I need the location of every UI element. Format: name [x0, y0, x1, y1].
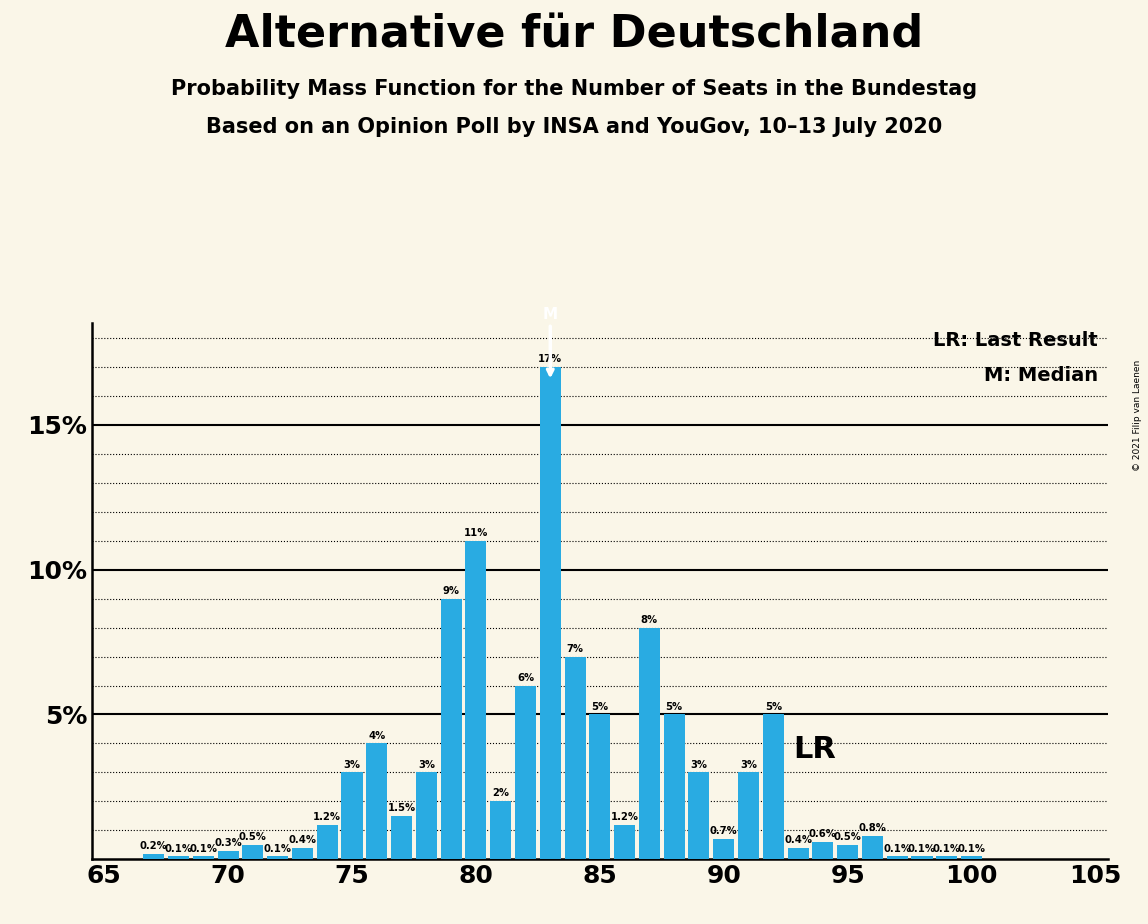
Text: 0.7%: 0.7% [709, 826, 738, 836]
Text: 0.1%: 0.1% [932, 844, 961, 854]
Text: 9%: 9% [443, 586, 459, 596]
Text: 0.5%: 0.5% [239, 832, 266, 842]
Bar [465, 541, 487, 859]
Bar [664, 714, 684, 859]
Bar [713, 839, 735, 859]
Text: 11%: 11% [464, 528, 488, 538]
Bar [912, 857, 932, 859]
Bar [341, 772, 363, 859]
Bar [937, 857, 957, 859]
Text: 1.2%: 1.2% [611, 811, 638, 821]
Text: 0.1%: 0.1% [957, 844, 985, 854]
Text: 3%: 3% [418, 760, 435, 770]
Bar [416, 772, 437, 859]
Text: LR: Last Result: LR: Last Result [933, 332, 1097, 350]
Text: M: Median: M: Median [984, 366, 1097, 385]
Bar [292, 847, 313, 859]
Text: 0.1%: 0.1% [883, 844, 912, 854]
Bar [738, 772, 759, 859]
Bar [788, 847, 808, 859]
Bar [218, 851, 239, 859]
Text: 3%: 3% [690, 760, 707, 770]
Text: 5%: 5% [591, 701, 608, 711]
Text: 0.1%: 0.1% [189, 844, 217, 854]
Bar [540, 367, 561, 859]
Text: 5%: 5% [666, 701, 683, 711]
Text: 3%: 3% [343, 760, 360, 770]
Bar [366, 744, 387, 859]
Text: 8%: 8% [641, 614, 658, 625]
Bar [267, 857, 288, 859]
Text: 7%: 7% [567, 644, 583, 653]
Text: 0.4%: 0.4% [288, 835, 317, 845]
Text: Alternative für Deutschland: Alternative für Deutschland [225, 14, 923, 57]
Text: LR: LR [793, 735, 836, 764]
Text: Based on an Opinion Poll by INSA and YouGov, 10–13 July 2020: Based on an Opinion Poll by INSA and You… [205, 117, 943, 138]
Text: 0.4%: 0.4% [784, 835, 812, 845]
Text: 5%: 5% [765, 701, 782, 711]
Text: 2%: 2% [492, 788, 510, 798]
Text: 0.2%: 0.2% [140, 841, 168, 851]
Text: 1.2%: 1.2% [313, 811, 341, 821]
Bar [144, 854, 164, 859]
Bar [515, 686, 536, 859]
Bar [490, 801, 511, 859]
Text: 0.6%: 0.6% [809, 829, 837, 839]
Text: 17%: 17% [538, 354, 563, 364]
Bar [762, 714, 784, 859]
Bar [391, 816, 412, 859]
Bar [589, 714, 611, 859]
Text: 0.5%: 0.5% [833, 832, 861, 842]
Bar [862, 836, 883, 859]
Text: 6%: 6% [517, 673, 534, 683]
Text: 0.1%: 0.1% [264, 844, 292, 854]
Bar [614, 824, 635, 859]
Bar [565, 657, 585, 859]
Bar [168, 857, 189, 859]
Bar [689, 772, 709, 859]
Text: 0.1%: 0.1% [164, 844, 193, 854]
Bar [886, 857, 908, 859]
Text: M: M [543, 307, 558, 322]
Text: 1.5%: 1.5% [388, 803, 416, 813]
Bar [242, 845, 263, 859]
Text: 0.3%: 0.3% [215, 838, 242, 847]
Bar [813, 842, 833, 859]
Text: 4%: 4% [369, 731, 386, 740]
Bar [317, 824, 338, 859]
Text: Probability Mass Function for the Number of Seats in the Bundestag: Probability Mass Function for the Number… [171, 79, 977, 99]
Text: 0.8%: 0.8% [859, 823, 886, 833]
Bar [193, 857, 214, 859]
Bar [961, 857, 982, 859]
Bar [441, 599, 461, 859]
Bar [837, 845, 859, 859]
Text: © 2021 Filip van Laenen: © 2021 Filip van Laenen [1133, 360, 1142, 471]
Text: 0.1%: 0.1% [908, 844, 936, 854]
Text: 3%: 3% [740, 760, 757, 770]
Bar [638, 627, 660, 859]
